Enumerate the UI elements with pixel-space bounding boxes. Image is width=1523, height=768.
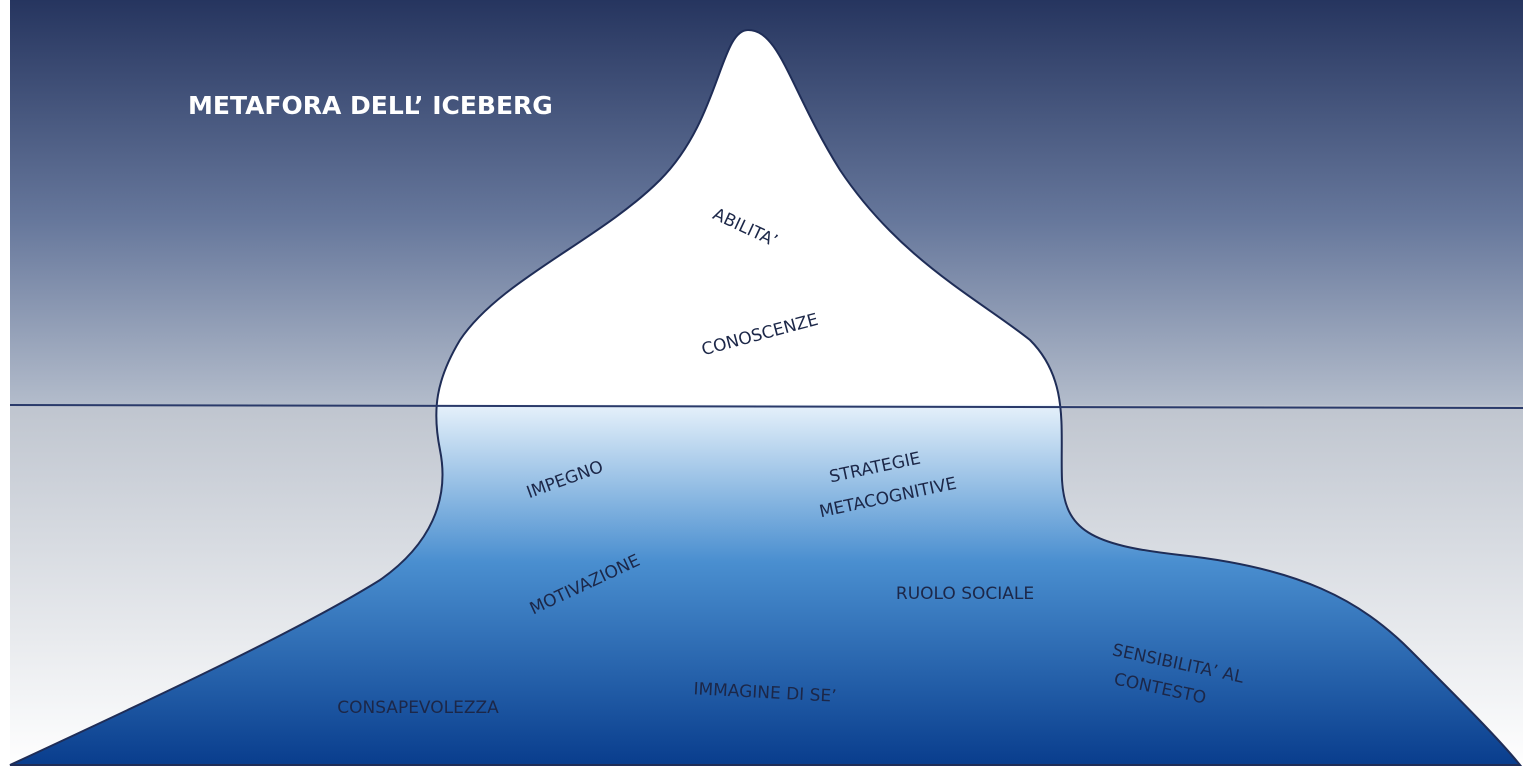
label: RUOLO SOCIALE — [896, 584, 1034, 604]
iceberg-diagram: METAFORA DELL’ ICEBERG ABILITA’ CONOSCEN… — [0, 0, 1523, 768]
title: METAFORA DELL’ ICEBERG — [188, 91, 553, 120]
label: CONSAPEVOLEZZA — [337, 698, 499, 718]
